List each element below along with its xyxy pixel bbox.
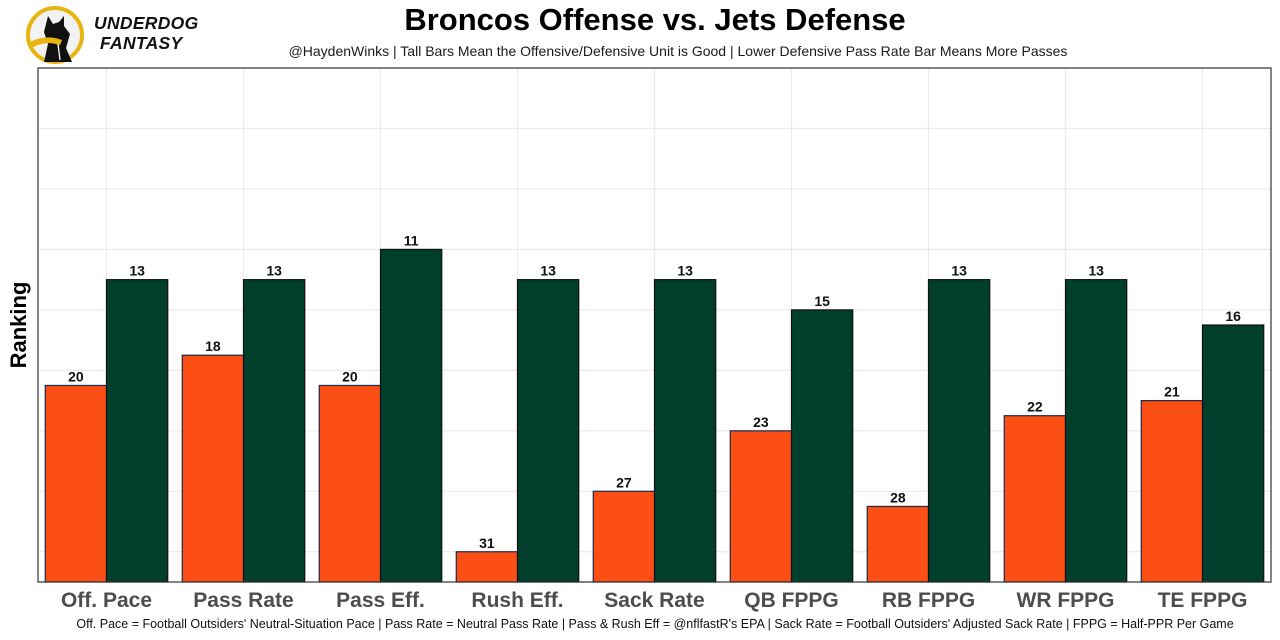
chart-caption: Off. Pace = Football Outsiders' Neutral-… <box>76 617 1234 631</box>
data-label-offense: 31 <box>479 535 495 551</box>
bar-offense <box>455 551 519 583</box>
data-label-offense: 21 <box>1164 384 1180 400</box>
bar-offense <box>1003 415 1067 583</box>
bar-offense <box>181 354 245 583</box>
bar-defense <box>1201 324 1265 583</box>
bar-offense <box>866 505 930 583</box>
bar-offense <box>729 430 793 583</box>
bar-offense <box>592 490 656 583</box>
data-label-defense: 13 <box>1088 263 1104 279</box>
bar-defense <box>105 279 169 583</box>
x-tick-label: Pass Eff. <box>336 589 425 612</box>
x-tick-label: Sack Rate <box>604 589 704 612</box>
data-label-defense: 15 <box>814 293 830 309</box>
x-tick-label: RB FPPG <box>882 589 975 612</box>
data-label-offense: 28 <box>890 489 906 505</box>
x-tick-label: QB FPPG <box>744 589 839 612</box>
bar-offense <box>318 384 382 583</box>
bar-defense <box>653 279 717 583</box>
logo-line-1: UNDERDOG <box>94 13 199 33</box>
x-axis-ticks: Off. Pace Pass Rate Pass Eff. Rush Eff. Sack… <box>61 589 1247 612</box>
bar-defense <box>1064 279 1128 583</box>
data-label-offense: 22 <box>1027 399 1043 415</box>
chart-subtitle: @HaydenWinks | Tall Bars Mean the Offens… <box>288 43 1068 59</box>
data-label-offense: 20 <box>68 368 84 384</box>
data-label-defense: 13 <box>951 263 967 279</box>
data-label-defense: 13 <box>540 263 556 279</box>
logo-wordmark: UNDERDOG FANTASY <box>94 13 199 53</box>
plot-border <box>37 67 1272 583</box>
data-label-defense: 13 <box>266 263 282 279</box>
bar-defense <box>379 248 443 583</box>
data-label-offense: 18 <box>205 338 221 354</box>
x-tick-label: Rush Eff. <box>471 589 563 612</box>
underdog-fantasy-logo: UNDERDOG FANTASY <box>26 4 206 64</box>
data-label-offense: 20 <box>342 368 358 384</box>
bar-defense <box>790 309 854 583</box>
data-labels: 20 13 18 13 20 11 31 13 27 13 23 15 28 13 22 13 21 16 <box>68 232 1241 550</box>
data-label-offense: 23 <box>753 414 769 430</box>
x-tick-label: Off. Pace <box>61 589 152 612</box>
bar-defense <box>242 279 306 583</box>
logo-line-2: FANTASY <box>100 33 183 53</box>
chart-title: Broncos Offense vs. Jets Defense <box>404 2 906 37</box>
bar-offense <box>1140 399 1204 583</box>
data-label-defense: 13 <box>129 263 145 279</box>
data-label-defense: 11 <box>404 232 419 248</box>
data-label-offense: 27 <box>616 474 632 490</box>
bars <box>44 248 1265 583</box>
x-tick-label: WR FPPG <box>1017 589 1115 612</box>
data-label-defense: 13 <box>677 263 693 279</box>
bar-offense <box>44 384 108 583</box>
data-label-defense: 16 <box>1225 308 1241 324</box>
x-tick-label: Pass Rate <box>193 589 293 612</box>
bar-defense <box>516 279 580 583</box>
underdog-dog-logo-icon <box>26 6 84 64</box>
x-tick-label: TE FPPG <box>1158 589 1248 612</box>
bar-defense <box>927 279 991 583</box>
